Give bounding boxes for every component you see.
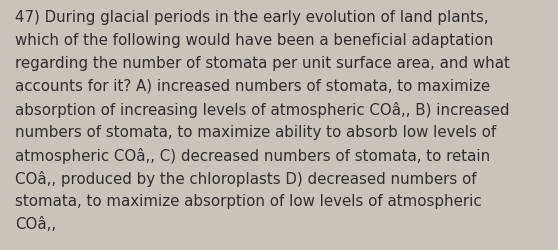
Text: accounts for it? A) increased numbers of stomata, to maximize: accounts for it? A) increased numbers of… [15,78,490,94]
Text: numbers of stomata, to maximize ability to absorb low levels of: numbers of stomata, to maximize ability … [15,124,496,140]
Text: regarding the number of stomata per unit surface area, and what: regarding the number of stomata per unit… [15,56,510,70]
Text: stomata, to maximize absorption of low levels of atmospheric: stomata, to maximize absorption of low l… [15,194,482,208]
Text: COâ,,: COâ,, [15,216,56,232]
Text: atmospheric COâ,, C) decreased numbers of stomata, to retain: atmospheric COâ,, C) decreased numbers o… [15,148,490,164]
Text: COâ,, produced by the chloroplasts D) decreased numbers of: COâ,, produced by the chloroplasts D) de… [15,170,477,186]
Text: absorption of increasing levels of atmospheric COâ,, B) increased: absorption of increasing levels of atmos… [15,102,509,117]
Text: which of the following would have been a beneficial adaptation: which of the following would have been a… [15,32,493,48]
Text: 47) During glacial periods in the early evolution of land plants,: 47) During glacial periods in the early … [15,10,489,24]
